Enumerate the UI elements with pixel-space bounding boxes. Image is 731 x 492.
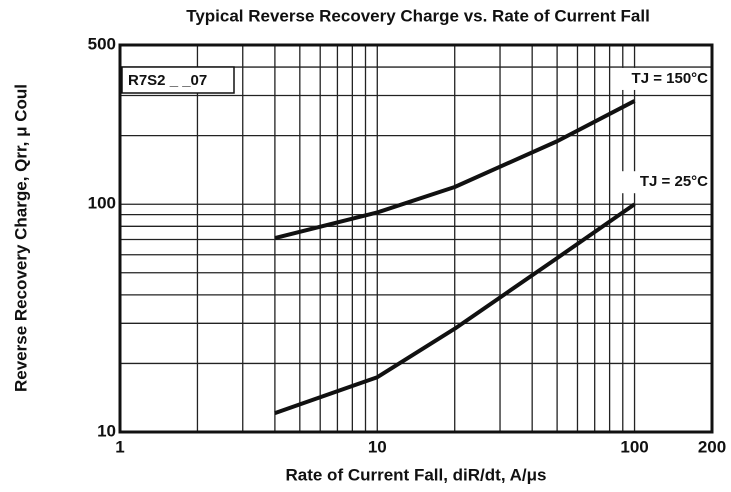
- x-tick-label: 200: [698, 437, 726, 456]
- y-tick-label: 500: [88, 34, 116, 53]
- series-line: [274, 99, 636, 241]
- series-label: TJ = 150°C: [632, 70, 709, 87]
- plot-frame: [118, 43, 714, 434]
- chart-title: Typical Reverse Recovery Charge vs. Rate…: [186, 6, 650, 25]
- x-tick-label: 10: [368, 437, 387, 456]
- series-label-bg: [612, 67, 710, 90]
- x-axis-label: Rate of Current Fall, diR/dt, A/μs: [285, 465, 546, 484]
- series-label-bg: [612, 171, 710, 194]
- y-tick-label: 10: [97, 421, 116, 440]
- annotation: R7S2 _ _07: [128, 72, 207, 89]
- series-line: [274, 202, 636, 416]
- annotation-box: [121, 66, 235, 94]
- x-tick-label: 1: [115, 437, 124, 456]
- y-axis-label: Reverse Recovery Charge, Qrr, μ Coul: [11, 84, 30, 392]
- series-label: TJ = 25°C: [640, 173, 708, 190]
- y-tick-label: 100: [88, 194, 116, 213]
- x-tick-label: 100: [620, 437, 648, 456]
